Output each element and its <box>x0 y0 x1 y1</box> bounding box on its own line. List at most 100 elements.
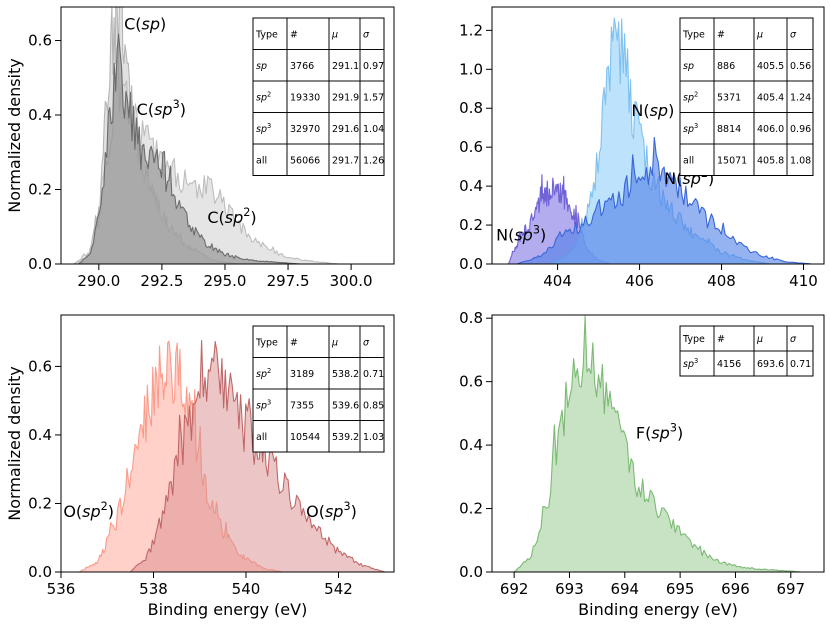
x-tick-label: 538 <box>139 580 168 598</box>
x-tick-label: 695 <box>666 580 695 598</box>
table-data-cell: 406.0 <box>757 124 784 135</box>
table-data-cell: 0.71 <box>363 369 384 380</box>
table-data-cell: 1.08 <box>790 155 811 166</box>
y-tick-label: 0.2 <box>28 494 52 512</box>
y-tick-label: 0.6 <box>459 138 483 156</box>
chart-panel-2: 404 406 408 4100.00.20.40.60.81.01.2N(sp)N(… <box>459 6 825 290</box>
table-data-cell: 1.26 <box>363 155 384 166</box>
table-header-cell: σ <box>363 337 370 348</box>
y-tick-label: 0.2 <box>28 181 52 199</box>
table-data-cell: sp2 <box>256 90 271 103</box>
table-header-cell: μ <box>331 337 338 348</box>
x-tick-label: 406 <box>625 272 654 290</box>
annotation-osp3: O(sp3) <box>306 500 357 521</box>
chart-panel-1: 290.0 292.5 295.0 297.5 300.0 0.0 0.2 0.4 0.6Nor… <box>5 6 395 290</box>
table-header-cell: Type <box>682 29 705 40</box>
table-data-cell: all <box>256 155 267 166</box>
table-data-cell: 0.97 <box>363 61 384 72</box>
plot-frame <box>491 314 825 573</box>
stats-table: Type # μ σ sp3 4156 693.6 0.71 <box>679 325 814 377</box>
series-area-nsp2 <box>516 136 813 264</box>
x-tick-label: 404 <box>543 272 572 290</box>
y-axis-label: Normalized density <box>5 58 24 212</box>
y-tick-label: 0.4 <box>459 436 483 454</box>
table-data-cell: 539.2 <box>332 432 359 443</box>
table-data-cell: sp3 <box>256 398 271 411</box>
plot-frame <box>60 6 395 265</box>
table-data-cell: 3766 <box>290 61 314 72</box>
table-data-cell: 405.4 <box>757 92 784 103</box>
table-data-cell: 538.2 <box>332 369 359 380</box>
plot-frame <box>60 314 395 573</box>
table-data-cell: 7355 <box>290 400 314 411</box>
y-tick-label: 0.6 <box>459 373 483 391</box>
chart-panel-4: 692 693 694 695 696 697 0.0 0.2 0.4 0.6 0.8 Binding… <box>459 309 825 619</box>
table-header-cell: # <box>290 337 298 348</box>
table-data-cell: 5371 <box>717 92 741 103</box>
table-header-cell: μ <box>756 29 763 40</box>
y-tick-label: 1.2 <box>459 21 483 39</box>
table-data-cell: 0.96 <box>790 124 811 135</box>
table-data-cell: 56066 <box>290 155 320 166</box>
table-data-cell: sp3 <box>683 122 698 135</box>
series-area-csp3 <box>78 33 302 264</box>
table-header-cell: Type <box>255 337 278 348</box>
x-tick-label: 696 <box>721 580 750 598</box>
table-data-cell: 19330 <box>290 92 320 103</box>
x-tick-label: 542 <box>324 580 353 598</box>
y-axis-label: Normalized density <box>5 366 24 520</box>
table-header-cell: # <box>717 29 725 40</box>
table-data-cell: 1.04 <box>363 124 384 135</box>
x-tick-label: 693 <box>555 580 584 598</box>
table-cell <box>786 143 814 176</box>
table-header-cell: σ <box>363 29 370 40</box>
x-axis-label: Binding energy (eV) <box>148 600 308 619</box>
table-data-cell: 539.6 <box>332 400 359 411</box>
y-tick-label: 0.0 <box>28 255 52 273</box>
stats-table: Type # μ σ sp2 3189 538.2 0.71 sp3 7355 539.6 0.85 a… <box>252 325 385 453</box>
table-data-cell: 291.7 <box>332 155 359 166</box>
table-header-cell: # <box>717 334 725 345</box>
table-cell <box>359 420 385 453</box>
table-data-cell: 405.5 <box>757 61 784 72</box>
table-data-cell: all <box>256 432 267 443</box>
y-tick-label: 0.6 <box>28 32 52 50</box>
table-data-cell: all <box>683 155 694 166</box>
table-data-cell: sp <box>256 61 267 72</box>
table-data-cell: 3189 <box>290 369 314 380</box>
table-data-cell: 291.1 <box>332 61 359 72</box>
annotation-csp2: C(sp2) <box>207 206 256 227</box>
table-data-cell: sp2 <box>256 367 271 380</box>
y-tick-label: 0.6 <box>28 357 52 375</box>
table-data-cell: sp <box>683 61 694 72</box>
table-frame <box>252 17 385 176</box>
table-data-cell: 0.85 <box>363 400 384 411</box>
series-group <box>78 340 386 572</box>
x-tick-label: 694 <box>610 580 639 598</box>
table-header-cell: Type <box>682 334 705 345</box>
table-frame <box>679 17 814 176</box>
y-tick-label: 0.0 <box>459 563 483 581</box>
annotation-csp: C(sp) <box>124 14 166 33</box>
y-tick-label: 0.4 <box>28 426 52 444</box>
series-group <box>507 17 813 264</box>
series-area-osp3 <box>129 340 386 572</box>
y-tick-label: 0.2 <box>459 500 483 518</box>
stats-table: Type # μ σ sp 886 405.5 0.56 sp2 5371 405.4 1.24 sp3… <box>679 17 814 176</box>
table-header-cell: μ <box>331 29 338 40</box>
table-data-cell: 693.6 <box>757 359 784 370</box>
table-header-cell: # <box>290 29 298 40</box>
x-tick-label: 292.5 <box>140 272 183 290</box>
table-header-cell: σ <box>790 29 797 40</box>
y-tick-label: 0.4 <box>459 177 483 195</box>
table-data-cell: 291.9 <box>332 92 359 103</box>
annotation-osp2: O(sp2) <box>63 500 114 521</box>
table-data-cell: 0.71 <box>790 359 811 370</box>
table-data-cell: 8814 <box>717 124 741 135</box>
y-tick-label: 1.0 <box>459 60 483 78</box>
table-header-cell: Type <box>255 29 278 40</box>
series-group <box>73 7 340 264</box>
x-tick-label: 692 <box>500 580 529 598</box>
x-tick-label: 408 <box>707 272 736 290</box>
